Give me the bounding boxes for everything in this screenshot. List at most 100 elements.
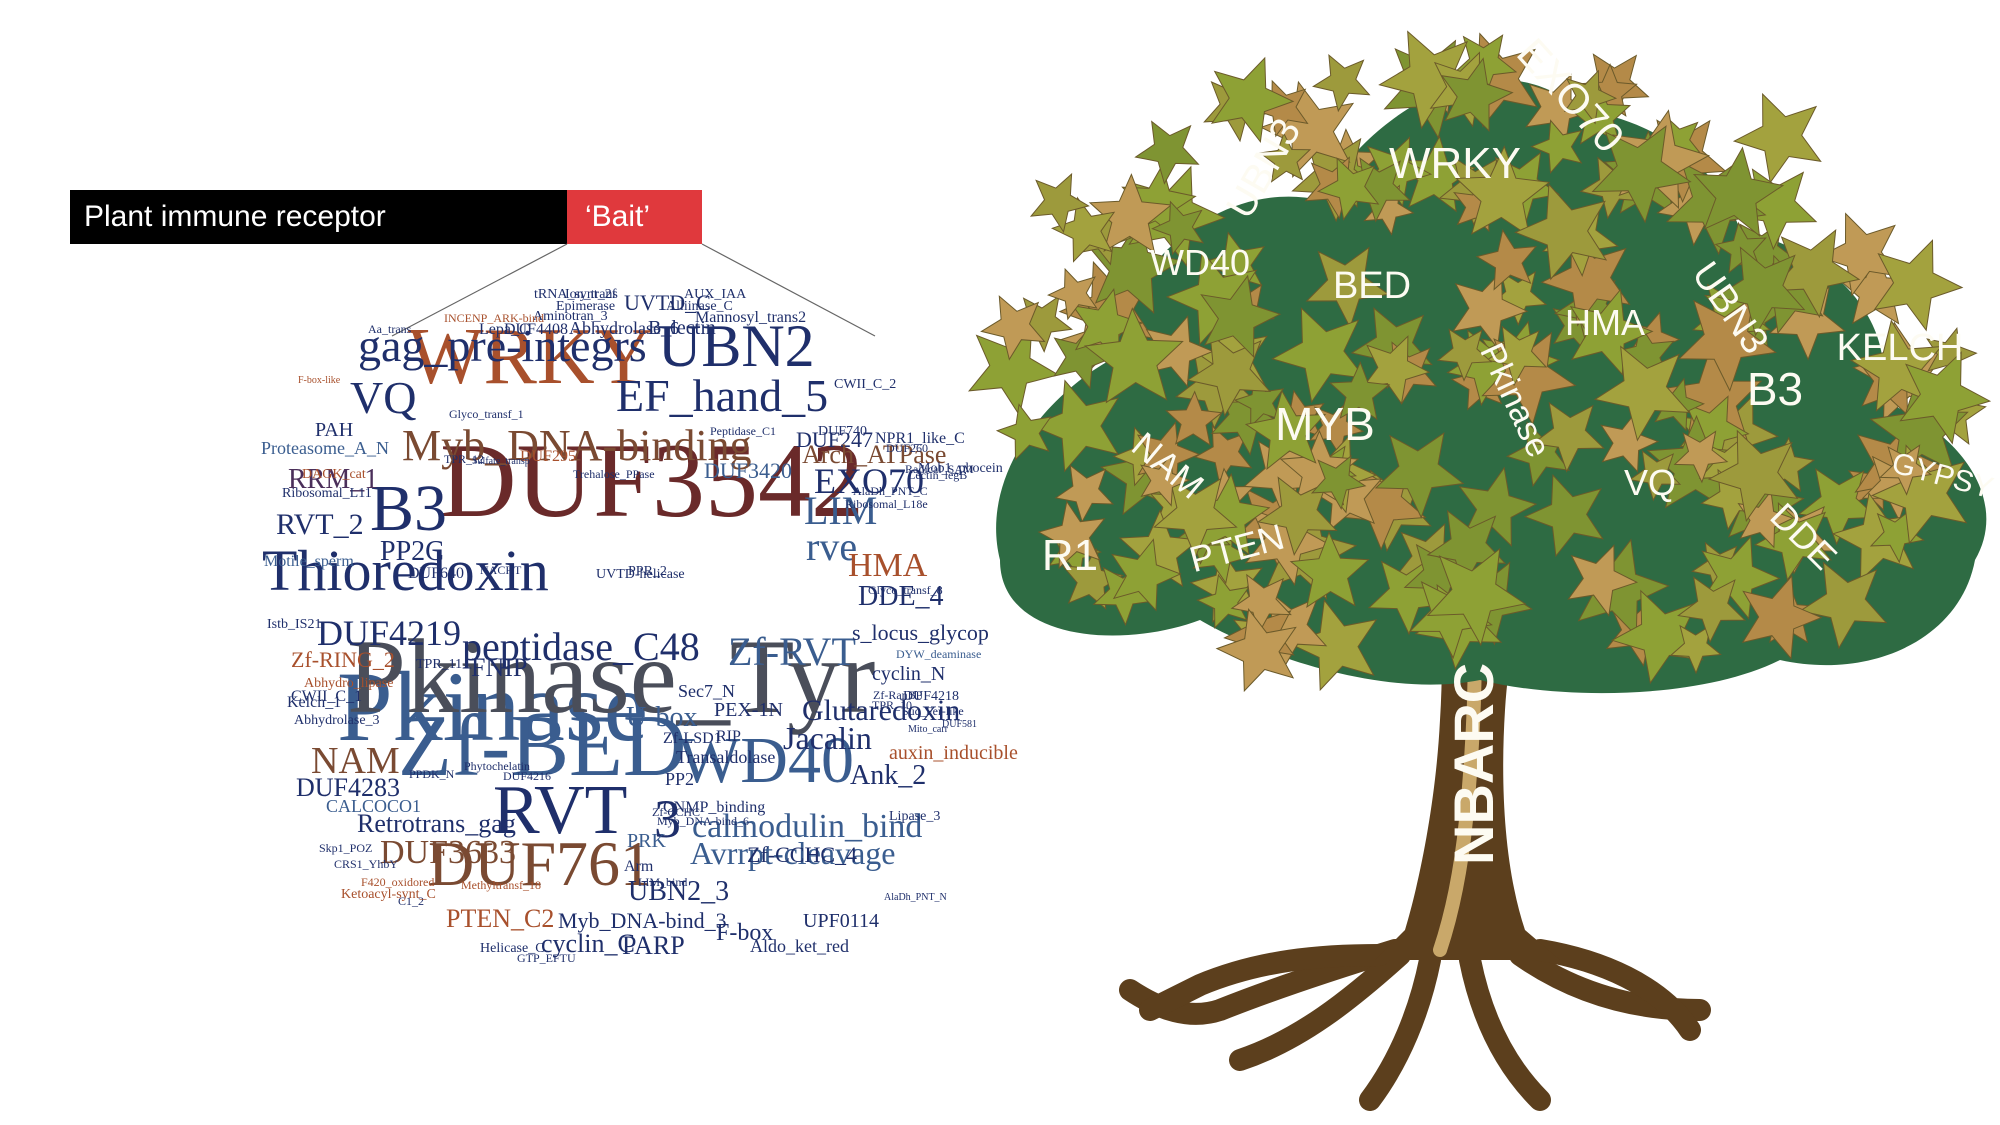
cloud-word: PAH — [315, 419, 353, 441]
canopy-leaf — [1200, 274, 1282, 359]
trunk-label: NBARC — [1442, 663, 1505, 865]
canopy-leaf — [1628, 449, 1682, 502]
canopy-leaf — [1134, 120, 1200, 185]
cloud-word: DUF3542 — [440, 422, 864, 539]
cloud-word: Ank_2 — [850, 760, 926, 791]
canopy-domain-label: HMA — [1565, 302, 1645, 343]
canopy-leaf — [1258, 131, 1312, 183]
cloud-word: Zf-CCHC — [652, 805, 700, 819]
canopy-domain-label: KELCH — [1837, 327, 1964, 369]
cloud-word: Phytochelatin — [464, 759, 530, 773]
canopy-leaf — [1440, 57, 1514, 132]
canopy-leaf — [1531, 401, 1605, 473]
cloud-word: Pkinase — [337, 651, 648, 762]
cloud-word: Abhydrolase_3 — [294, 713, 380, 728]
canopy-leaf — [1312, 53, 1371, 113]
cloud-word: Ion_trans — [565, 287, 618, 302]
canopy-leaf — [1259, 80, 1355, 179]
cloud-word: Radical_SAM — [905, 462, 974, 476]
cloud-word: Alliinase_C — [666, 299, 733, 314]
cloud-word: Lepa_C — [479, 321, 530, 338]
cloud-word: Zf-RanBP — [873, 688, 923, 702]
cloud-word: CWII_C_1 — [291, 688, 362, 705]
canopy-leaf — [1797, 468, 1878, 546]
cloud-word: RVT — [493, 772, 627, 849]
cloud-word: RVT_2 — [276, 508, 364, 541]
cloud-word: U-box — [626, 702, 698, 733]
cloud-word: Lipase_3 — [889, 809, 940, 824]
tree-root — [1229, 944, 1411, 1071]
cloud-word: auxin_inducible — [889, 742, 1018, 764]
cloud-word: Ribosomal_L11 — [282, 486, 372, 501]
cloud-word: TPR_11 — [416, 657, 462, 672]
cloud-word: INCENP_ARK-bind — [444, 311, 544, 325]
cloud-word: C1_2 — [398, 894, 424, 908]
bait-label-bar: ‘Bait’ — [567, 190, 702, 244]
canopy-leaf — [1083, 307, 1184, 404]
cloud-word: LIM — [804, 488, 877, 533]
cloud-word: UBN2_3 — [628, 876, 729, 907]
cloud-word: Skp1_POZ — [319, 841, 372, 855]
canopy-leaf — [1196, 573, 1250, 630]
cloud-word: DUF3420 — [704, 458, 792, 483]
cloud-word: rve — [806, 524, 857, 569]
canopy-leaf — [1869, 509, 1925, 564]
canopy-leaf — [1677, 576, 1747, 644]
canopy-leaf — [980, 295, 1046, 361]
cloud-word: peptidase_C48 — [462, 624, 700, 669]
canopy-leaf — [1426, 547, 1527, 647]
canopy-leaf — [1288, 599, 1378, 692]
cloud-word: VQ — [350, 372, 416, 423]
canopy-leaf — [1732, 92, 1822, 184]
canopy-leaf — [1210, 56, 1295, 144]
cloud-word: Ribosomal_L18e — [845, 497, 928, 511]
cloud-word: DUF3633 — [380, 834, 516, 871]
cloud-word: Zf-CCHC_4 — [747, 842, 857, 867]
canopy-domain-label: R1 — [1042, 531, 1098, 580]
canopy-leaf — [1289, 531, 1370, 608]
cloud-word: Zf-RING_2 — [291, 647, 395, 672]
cloud-word: Proteasome_A_N — [261, 438, 389, 458]
cloud-word: Istb_IS21 — [267, 617, 321, 632]
canopy-leaf — [1899, 351, 1992, 445]
canopy-domain-label: MYB — [1275, 398, 1375, 450]
cloud-word: tRNA_synt_2f — [534, 287, 617, 302]
canopy-domain-label: VQ — [1624, 462, 1676, 503]
cloud-word: Motile_sperm — [264, 553, 354, 570]
cloud-word: Sulfate_transp — [472, 456, 530, 467]
cloud-word: WRKY — [408, 313, 652, 401]
canopy-leaf — [1741, 574, 1823, 660]
cloud-word: cyclin_C — [541, 929, 635, 958]
cloud-word: Methyltransf_18 — [461, 878, 541, 892]
cloud-word: Helicase_C — [480, 941, 545, 956]
cloud-word: Glutaredoxin — [802, 694, 960, 727]
cloud-word: gag_pre-integrs — [358, 320, 647, 371]
cloud-word: TPR_12 — [444, 452, 484, 466]
cloud-word: B_lectin — [648, 317, 716, 339]
cloud-word: Peptidase_C1 — [710, 424, 776, 438]
tree-root — [1359, 949, 1441, 1111]
canopy-leaf — [1111, 538, 1182, 612]
canopy-leaf — [1193, 424, 1253, 485]
cloud-word: F420_oxidored — [361, 875, 434, 889]
canopy-leaf — [1707, 429, 1799, 523]
canopy-leaf — [1569, 288, 1654, 376]
canopy-leaf — [1567, 544, 1639, 617]
tree-root — [1459, 949, 1551, 1111]
tree-roots — [1119, 939, 1711, 1111]
cloud-word: Pkinase_Tyr — [347, 618, 875, 735]
canopy-leaf — [1316, 157, 1380, 221]
canopy-leaf — [1593, 345, 1691, 442]
canopy-leaf — [1305, 246, 1390, 329]
cloud-word: AlaDh_PNT_N — [884, 892, 947, 903]
receptor-label-bar: Plant immune receptor — [70, 190, 567, 244]
cloud-word: DUF761 — [428, 828, 652, 899]
cloud-word: DDE_4 — [858, 581, 944, 612]
cloud-word: HMA — [848, 547, 928, 584]
cloud-word: PP2C — [380, 536, 444, 567]
canopy-domain-label: B3 — [1747, 363, 1803, 415]
cloud-word: Mito_carr — [908, 724, 949, 735]
canopy-leaf — [1692, 146, 1785, 237]
